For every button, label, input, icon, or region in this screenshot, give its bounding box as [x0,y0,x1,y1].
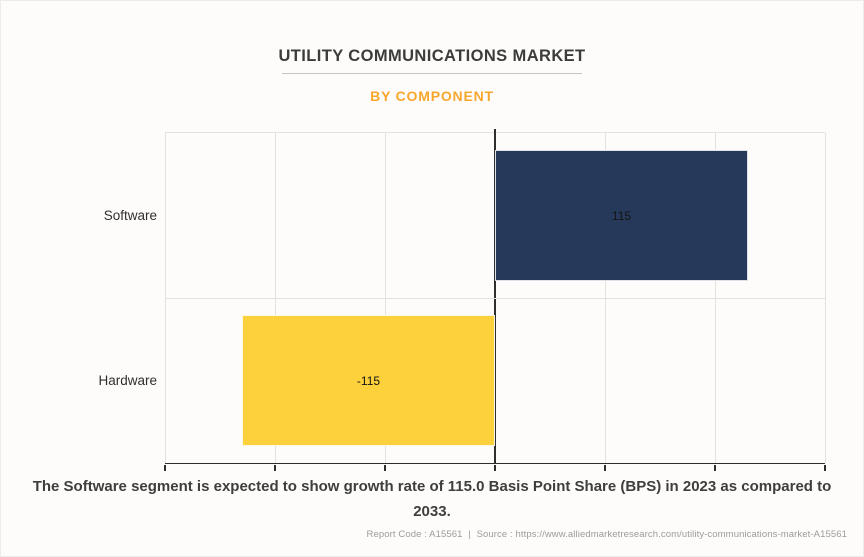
chart-caption: The Software segment is expected to show… [32,478,832,520]
source-url: Source : https://www.alliedmarketresearc… [476,529,847,540]
bar-hardware[interactable]: -115 [242,315,495,446]
x-axis-tick [274,464,276,471]
zero-axis-line [494,129,496,463]
h-gridline [165,298,825,299]
v-gridline [825,133,826,463]
category-label-hardware: Hardware [98,372,157,388]
x-axis-tick [494,464,496,471]
x-axis-tick [164,464,166,471]
chart-title: UTILITY COMMUNICATIONS MARKET [278,47,586,65]
chart-subtitle: BY COMPONENT [370,88,494,104]
bar-value-label: 115 [611,208,632,223]
category-label-software: Software [103,207,157,223]
x-axis-tick [714,464,716,471]
title-divider [282,73,582,74]
x-axis-tick [384,464,386,471]
footer-separator: | [468,529,471,540]
footer-credit: Report Code : A15561 | Source : https://… [367,529,848,540]
bar-software[interactable]: 115 [495,150,748,281]
x-axis-tick [604,464,606,471]
plot-area: 115 -115 Software Hardware [98,129,826,471]
report-code: Report Code : A15561 [366,529,463,540]
x-axis-tick [824,464,826,471]
bar-value-label: -115 [356,373,381,388]
